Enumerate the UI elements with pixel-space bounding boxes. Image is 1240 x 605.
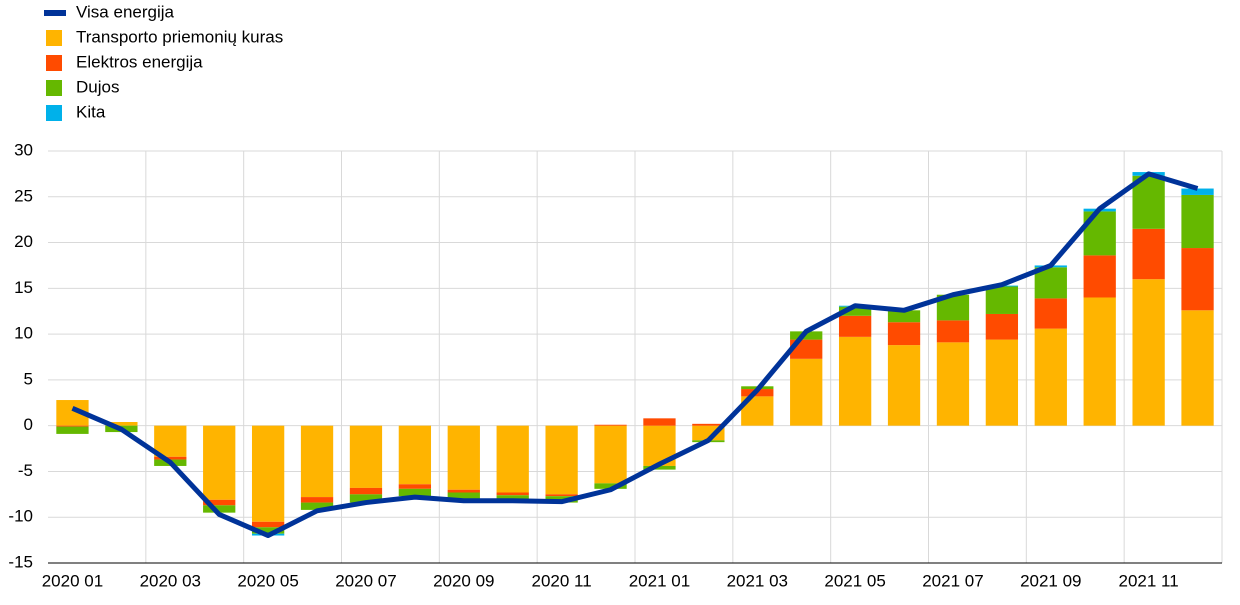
x-tick-label: 2021 05 — [824, 571, 885, 590]
legend-swatch — [46, 30, 62, 46]
bar-segment — [594, 483, 627, 489]
bar-segment — [1132, 279, 1165, 426]
bar-segment — [349, 487, 383, 495]
x-tick-label: 2020 03 — [140, 571, 201, 590]
y-tick-label: 5 — [24, 369, 33, 388]
y-tick-label: -5 — [18, 461, 33, 480]
x-tick-label: 2020 11 — [532, 571, 592, 590]
bar-segment — [300, 502, 334, 510]
bar-segment — [251, 425, 285, 522]
bar-segment — [398, 425, 432, 485]
bar-segment — [56, 426, 89, 434]
y-tick-label: 20 — [14, 232, 33, 251]
bar-segment — [594, 425, 627, 484]
x-tick-label: 2021 09 — [1020, 571, 1081, 590]
bar-segment — [447, 489, 480, 493]
y-tick-label: 10 — [14, 324, 33, 343]
bar-segment — [545, 425, 578, 495]
y-tick-label: 25 — [14, 186, 33, 205]
bar-segment — [936, 320, 970, 343]
x-tick-label: 2021 03 — [727, 571, 788, 590]
bar-segment — [203, 499, 236, 506]
bar-segment — [887, 345, 921, 426]
bar-segment — [936, 342, 970, 426]
bar-segment — [1034, 298, 1067, 329]
bar-segment — [496, 492, 529, 496]
legend-swatch — [46, 105, 62, 121]
bar-segment — [1034, 267, 1067, 299]
bar-segment — [398, 488, 432, 497]
bar-segment — [643, 418, 676, 426]
legend-label: Transporto priemonių kuras — [76, 27, 283, 46]
y-tick-label: -15 — [8, 552, 33, 571]
bar-segment — [985, 339, 1019, 426]
bar-segment — [300, 425, 334, 498]
y-tick-label: 15 — [14, 278, 33, 297]
bar-segment — [496, 425, 529, 493]
bar-segment — [1181, 194, 1214, 249]
bar-segment — [790, 358, 823, 426]
bar-segment — [300, 497, 334, 503]
bar-segment — [838, 336, 872, 426]
y-tick-label: 0 — [24, 415, 33, 434]
legend-label: Kita — [76, 102, 106, 121]
bar-segment — [447, 492, 480, 500]
bar-segment — [349, 494, 383, 503]
bar-segment — [1034, 328, 1067, 426]
bar-segment — [56, 425, 89, 427]
x-tick-label: 2021 11 — [1119, 571, 1179, 590]
bar-segment — [203, 425, 236, 500]
bar-segment — [105, 422, 138, 426]
y-tick-label: 30 — [14, 140, 33, 159]
legend-label: Dujos — [76, 77, 119, 96]
bar-segment — [251, 521, 285, 528]
legend-label: Visa energija — [76, 2, 175, 21]
bar-segment — [496, 495, 529, 501]
bar-segment — [447, 425, 480, 490]
bar-segment — [643, 465, 676, 470]
bar-segment — [1083, 297, 1116, 426]
y-tick-label: -10 — [8, 507, 33, 526]
bar-segment — [154, 456, 187, 460]
bar-segment — [887, 322, 921, 346]
legend-swatch — [46, 55, 62, 71]
x-tick-label: 2021 01 — [629, 571, 690, 590]
bar-segment — [790, 331, 823, 340]
legend-swatch — [44, 10, 66, 16]
bar-segment — [349, 425, 383, 488]
bar-segment — [985, 286, 1019, 314]
bar-segment — [594, 424, 627, 426]
legend-label: Elektros energija — [76, 52, 203, 71]
bar-segment — [1181, 188, 1214, 195]
line — [71, 171, 1199, 539]
bar-segment — [1132, 228, 1165, 280]
x-tick-label: 2020 01 — [42, 571, 103, 590]
bar-segment — [154, 425, 187, 457]
bar-segment — [398, 484, 432, 489]
bar-segment — [251, 527, 285, 534]
x-tick-label: 2020 09 — [433, 571, 494, 590]
bar-segment — [985, 313, 1019, 340]
bar-segment — [203, 505, 236, 513]
x-tick-label: 2021 07 — [922, 571, 983, 590]
bar-segment — [1181, 248, 1214, 311]
legend-swatch — [46, 80, 62, 96]
bar-segment — [1083, 255, 1116, 298]
bar-segment — [838, 306, 872, 316]
bar-segment — [838, 315, 872, 337]
bar-segment — [1181, 310, 1214, 426]
bar-segment — [692, 423, 725, 426]
bar-segment — [545, 494, 578, 497]
bar-segment — [887, 310, 921, 323]
x-tick-label: 2020 07 — [335, 571, 396, 590]
x-tick-label: 2020 05 — [237, 571, 298, 590]
